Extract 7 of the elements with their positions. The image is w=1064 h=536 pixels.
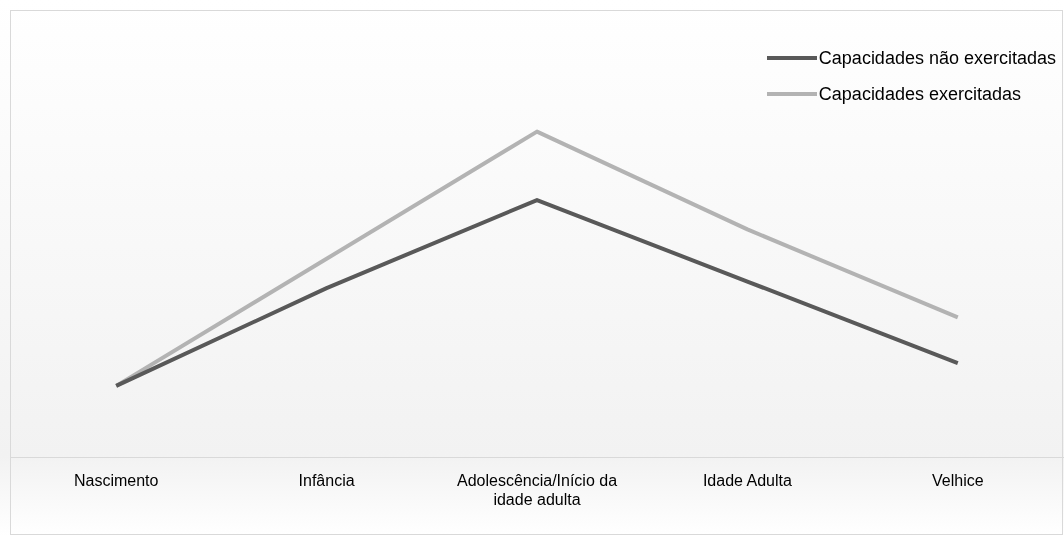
- x-tick-label: Velhice: [932, 471, 984, 489]
- legend-label: Capacidades não exercitadas: [818, 47, 1056, 69]
- x-tick-label: Adolescência/Início da idade adulta: [456, 471, 618, 508]
- legend-label: Capacidades exercitadas: [818, 83, 1021, 105]
- x-tick-label: Idade Adulta: [702, 471, 792, 489]
- x-tick-label: Infância: [298, 471, 355, 489]
- x-tick-label: Nascimento: [73, 471, 159, 489]
